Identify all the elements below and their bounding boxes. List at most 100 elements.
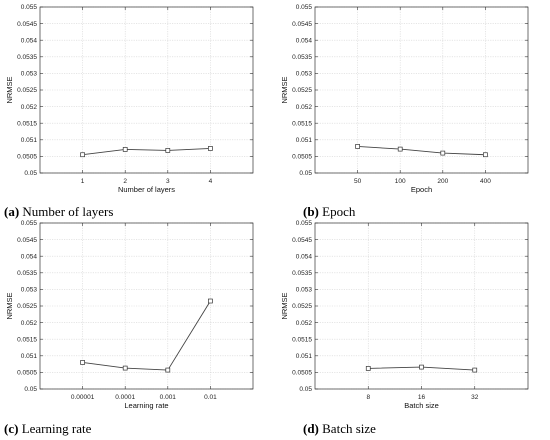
x-tick-label: 3 — [166, 178, 170, 185]
x-tick-label: 0.00001 — [71, 394, 95, 401]
y-tick-label: 0.054 — [296, 253, 313, 260]
data-point-marker — [355, 144, 360, 149]
caption-number-of-layers: (a) Number of layers — [4, 204, 113, 220]
data-point-marker — [80, 152, 85, 158]
y-tick-label: 0.055 — [21, 220, 38, 227]
x-tick-label: 0.001 — [160, 394, 177, 401]
y-tick-label: 0.052 — [21, 320, 38, 327]
y-tick-label: 0.0545 — [17, 237, 37, 244]
chart-number-of-layers: 0.05 0.0505 0.051 0.0515 0.052 0.0525 0.053 0.0… — [5, 4, 254, 194]
y-tick-label: 0.053 — [296, 71, 313, 78]
data-point-marker — [165, 367, 171, 373]
x-tick-label: 16 — [418, 394, 426, 401]
x-tick-label: 8 — [366, 394, 370, 401]
chart-epoch: 0.05 0.0505 0.051 0.0515 0.052 0.0525 0.053 0.0… — [280, 4, 529, 194]
data-point-marker — [122, 365, 128, 371]
y-tick-label: 0.052 — [21, 104, 38, 111]
y-tick-label: 0.0515 — [17, 120, 37, 127]
caption-text: Batch size — [322, 421, 376, 436]
caption-batch-size: (d) Batch size — [303, 421, 376, 437]
data-point-marker — [483, 152, 488, 158]
chart-learning-rate: 0.05 0.0505 0.051 0.0515 0.052 0.0525 0.053 0.0… — [5, 220, 254, 410]
x-tick-label: 50 — [354, 178, 362, 185]
caption-letter: (c) — [4, 421, 19, 436]
y-tick-label: 0.052 — [296, 320, 313, 327]
caption-learning-rate: (c) Learning rate — [4, 421, 91, 437]
chart-panel-learning-rate: 0.05 0.0505 0.051 0.0515 0.052 0.0525 0.053 0.0… — [0, 216, 275, 440]
y-axis-label: NRMSE — [5, 76, 14, 103]
chart-batch-size: 0.05 0.0505 0.051 0.0515 0.052 0.0525 0.053 0.0… — [280, 220, 529, 410]
x-tick-label: 100 — [395, 178, 406, 185]
y-tick-label: 0.0515 — [292, 120, 312, 127]
y-tick-label: 0.052 — [296, 104, 313, 111]
data-point-marker — [440, 150, 446, 156]
y-tick-label: 0.0535 — [17, 270, 37, 277]
y-tick-label: 0.0515 — [17, 336, 37, 343]
y-tick-label: 0.0545 — [292, 237, 312, 244]
caption-letter: (a) — [4, 204, 20, 219]
y-tick-label: 0.05 — [299, 170, 312, 177]
y-tick-label: 0.051 — [21, 353, 38, 360]
caption-letter: (d) — [303, 421, 319, 436]
y-tick-label: 0.053 — [296, 287, 313, 294]
x-tick-label: 0.01 — [204, 394, 217, 401]
y-tick-label: 0.054 — [21, 37, 38, 44]
series-line — [82, 147, 211, 156]
y-tick-label: 0.0505 — [17, 370, 37, 377]
y-tick-label: 0.051 — [296, 137, 313, 144]
x-tick-label: 4 — [209, 178, 213, 185]
x-axis-label: Learning rate — [124, 401, 168, 410]
y-tick-label: 0.053 — [21, 287, 38, 294]
x-tick-label: 1 — [81, 178, 85, 185]
caption-text: Epoch — [322, 204, 356, 219]
y-tick-label: 0.055 — [21, 4, 38, 11]
x-tick-label: 200 — [437, 178, 448, 185]
y-tick-label: 0.0525 — [17, 303, 37, 310]
y-tick-label: 0.053 — [21, 71, 38, 78]
x-axis-label: Number of layers — [118, 185, 175, 194]
y-tick-label: 0.054 — [296, 37, 313, 44]
x-tick-label: 32 — [471, 394, 479, 401]
y-tick-label: 0.0535 — [292, 270, 312, 277]
data-point-marker — [365, 366, 371, 371]
series-line — [82, 300, 211, 371]
x-axis-label: Epoch — [411, 185, 432, 194]
y-axis-label: NRMSE — [280, 292, 289, 319]
y-tick-label: 0.0525 — [292, 303, 312, 310]
data-point-marker — [122, 147, 128, 152]
chart-panel-number-of-layers: 0.05 0.0505 0.051 0.0515 0.052 0.0525 0.053 0.0… — [0, 0, 275, 220]
y-tick-label: 0.051 — [296, 353, 313, 360]
data-point-marker — [397, 146, 403, 152]
y-tick-label: 0.0525 — [17, 87, 37, 94]
y-axis-label: NRMSE — [5, 292, 14, 319]
y-tick-label: 0.0545 — [292, 21, 312, 28]
data-point-marker — [208, 146, 213, 151]
data-point-marker — [208, 298, 213, 304]
y-tick-label: 0.0505 — [292, 370, 312, 377]
data-point-marker — [165, 148, 171, 153]
y-tick-label: 0.054 — [21, 253, 38, 260]
y-tick-label: 0.0525 — [292, 87, 312, 94]
caption-text: Learning rate — [21, 421, 92, 436]
y-tick-label: 0.0545 — [17, 21, 37, 28]
y-tick-label: 0.055 — [296, 220, 313, 227]
caption-epoch: (b) Epoch — [303, 204, 355, 220]
chart-panel-epoch: 0.05 0.0505 0.051 0.0515 0.052 0.0525 0.053 0.0… — [275, 0, 550, 220]
y-axis-label: NRMSE — [280, 76, 289, 103]
y-tick-label: 0.055 — [296, 4, 313, 11]
y-tick-label: 0.05 — [299, 386, 312, 393]
data-point-marker — [419, 364, 424, 370]
y-tick-label: 0.0535 — [17, 54, 37, 61]
y-tick-label: 0.0505 — [292, 154, 312, 161]
chart-panel-batch-size: 0.05 0.0505 0.051 0.0515 0.052 0.0525 0.053 0.0… — [275, 216, 550, 440]
caption-text: Number of layers — [22, 204, 114, 219]
x-axis-label: Batch size — [404, 401, 439, 410]
y-tick-label: 0.0505 — [17, 154, 37, 161]
data-point-marker — [472, 367, 478, 373]
x-tick-label: 2 — [123, 178, 127, 185]
y-tick-label: 0.05 — [24, 386, 37, 393]
y-tick-label: 0.05 — [24, 170, 37, 177]
y-tick-label: 0.051 — [21, 137, 38, 144]
data-point-marker — [80, 360, 85, 365]
caption-letter: (b) — [303, 204, 319, 219]
